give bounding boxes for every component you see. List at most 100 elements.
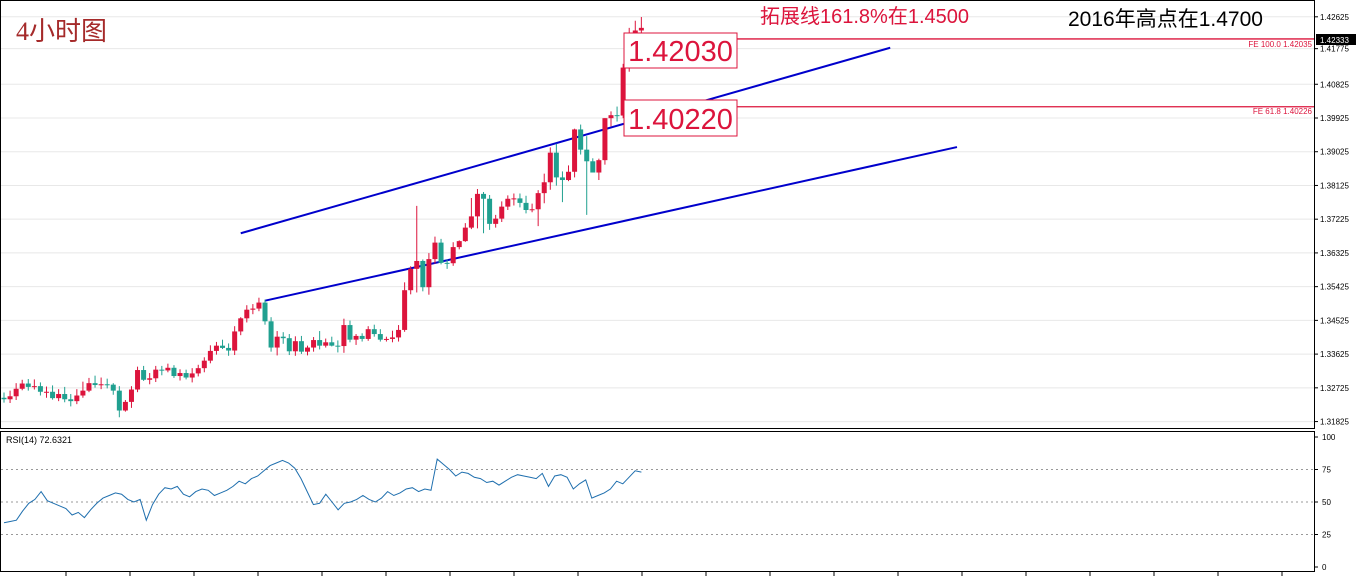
- candle: [86, 377, 92, 393]
- candle: [147, 373, 153, 385]
- candle-body: [614, 115, 620, 117]
- candle-body: [487, 198, 493, 224]
- price-tick-label: 1.37225: [1320, 215, 1349, 224]
- rsi-layer: [1, 458, 1314, 535]
- candle: [110, 383, 116, 395]
- candle: [207, 345, 213, 364]
- candle: [262, 299, 268, 325]
- candle: [468, 198, 474, 230]
- candle-body: [347, 325, 353, 340]
- candle: [92, 375, 98, 388]
- candle: [250, 304, 256, 315]
- rsi-tick-label: 75: [1322, 466, 1331, 475]
- candle-body: [159, 369, 165, 371]
- channel-lower-line: [264, 146, 958, 302]
- candle-body: [50, 391, 56, 399]
- candle-body: [566, 171, 572, 181]
- candle: [614, 106, 620, 122]
- candle-body: [262, 302, 268, 322]
- price-tick-label: 1.42625: [1320, 13, 1349, 22]
- price-tick-label: 1.39025: [1320, 148, 1349, 157]
- candle-layer: [1, 16, 644, 418]
- axis-layer: 1.42625 1.41775 1.40825 1.39925 1.39025 1.381…: [65, 13, 1349, 576]
- candle: [432, 236, 438, 264]
- candle-body: [541, 182, 547, 194]
- fe-label-2: FE 61.8 1.40226: [1253, 107, 1313, 116]
- candle: [98, 377, 104, 390]
- candle-body: [632, 30, 638, 34]
- candle-body: [596, 160, 602, 173]
- candle-body: [383, 338, 389, 340]
- candle: [335, 340, 341, 353]
- candle: [74, 389, 80, 405]
- candle: [280, 332, 286, 344]
- candle-body: [80, 390, 86, 396]
- candle: [456, 240, 462, 250]
- candle-body: [474, 193, 480, 217]
- candle-body: [523, 202, 529, 211]
- candle-body: [86, 383, 92, 391]
- candle: [383, 336, 389, 342]
- price-tick-label: 1.41775: [1320, 45, 1349, 54]
- candle: [80, 381, 86, 398]
- candle-body: [268, 321, 274, 348]
- candle: [195, 364, 201, 377]
- candle-body: [572, 129, 578, 172]
- candle: [244, 305, 250, 323]
- candle-body: [420, 260, 426, 288]
- candle-body: [232, 331, 238, 351]
- candle-body: [43, 391, 49, 393]
- candle-body: [62, 394, 68, 400]
- candle: [68, 394, 74, 407]
- candle: [220, 339, 226, 350]
- candle-body: [468, 216, 474, 228]
- candle-body: [31, 386, 37, 388]
- candle: [286, 334, 292, 356]
- fe-label-1: FE 100.0 1.42035: [1248, 40, 1312, 49]
- candle: [298, 335, 304, 354]
- level-box-1: 1.42030: [623, 32, 738, 69]
- candle: [62, 386, 68, 403]
- candle: [481, 192, 487, 234]
- candle-body: [408, 268, 414, 291]
- candle-body: [207, 350, 213, 361]
- candle-body: [389, 337, 395, 339]
- candle-body: [426, 259, 432, 288]
- candle-body: [371, 329, 377, 335]
- candle-body: [323, 342, 329, 346]
- candle-body: [1, 397, 7, 400]
- candle-body: [529, 209, 535, 211]
- candle: [493, 214, 499, 228]
- candle-body: [135, 370, 141, 390]
- candle-body: [438, 242, 444, 263]
- candle: [559, 171, 565, 203]
- candle-body: [456, 241, 462, 248]
- candle: [232, 326, 238, 356]
- candle-body: [201, 360, 207, 369]
- candle-body: [511, 198, 517, 200]
- candle-body: [286, 338, 292, 352]
- candle-body: [7, 396, 13, 400]
- candle-body: [396, 329, 402, 338]
- candle: [50, 385, 56, 400]
- candle: [426, 253, 432, 295]
- candle-body: [450, 247, 456, 264]
- level-box-1-text: 1.42030: [628, 36, 733, 68]
- candle-body: [638, 27, 644, 31]
- candle-body: [559, 177, 565, 181]
- candle-body: [414, 260, 420, 269]
- candle-body: [153, 369, 159, 379]
- candle-body: [104, 384, 110, 386]
- candle: [1, 392, 7, 403]
- rsi-tick-label: 50: [1322, 498, 1331, 507]
- candle-body: [56, 394, 62, 399]
- high-note: 2016年高点在1.4700: [1068, 8, 1263, 31]
- price-tick-label: 1.32725: [1320, 384, 1349, 393]
- candle: [37, 382, 43, 396]
- candle-body: [122, 401, 128, 411]
- candle: [505, 195, 511, 211]
- candle: [450, 242, 456, 266]
- candle: [341, 318, 347, 353]
- candle: [347, 320, 353, 343]
